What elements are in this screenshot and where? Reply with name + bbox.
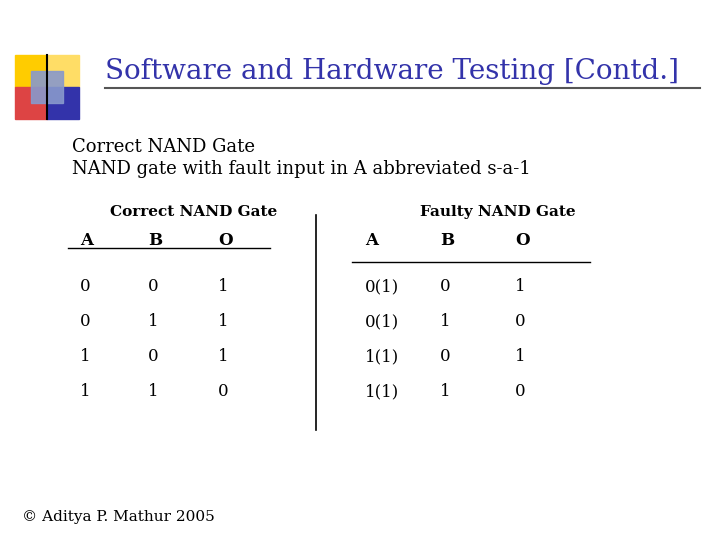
Text: 1(1): 1(1) xyxy=(365,348,400,365)
Text: A: A xyxy=(365,232,378,249)
Text: 0: 0 xyxy=(148,278,158,295)
Text: B: B xyxy=(440,232,454,249)
Text: 1: 1 xyxy=(440,313,451,330)
Text: Correct NAND Gate: Correct NAND Gate xyxy=(110,205,277,219)
Text: 0: 0 xyxy=(440,278,451,295)
Text: 1: 1 xyxy=(440,383,451,400)
Text: Software and Hardware Testing [Contd.]: Software and Hardware Testing [Contd.] xyxy=(105,58,679,85)
Text: 1: 1 xyxy=(80,383,91,400)
Text: 1: 1 xyxy=(218,313,229,330)
Text: 1: 1 xyxy=(148,313,158,330)
Text: B: B xyxy=(148,232,162,249)
Bar xyxy=(15,55,47,87)
Text: 0: 0 xyxy=(515,383,526,400)
Text: Faulty NAND Gate: Faulty NAND Gate xyxy=(420,205,575,219)
Text: 0: 0 xyxy=(80,313,91,330)
Text: Correct NAND Gate: Correct NAND Gate xyxy=(72,138,255,156)
Text: 1: 1 xyxy=(218,348,229,365)
Bar xyxy=(47,87,79,119)
Text: O: O xyxy=(515,232,530,249)
Bar xyxy=(15,87,47,119)
Text: © Aditya P. Mathur 2005: © Aditya P. Mathur 2005 xyxy=(22,510,215,524)
Text: A: A xyxy=(80,232,93,249)
Text: 1(1): 1(1) xyxy=(365,383,400,400)
Text: 0: 0 xyxy=(515,313,526,330)
Text: 0: 0 xyxy=(218,383,229,400)
Text: 0(1): 0(1) xyxy=(365,313,400,330)
Bar xyxy=(31,71,63,103)
Text: 1: 1 xyxy=(80,348,91,365)
Text: 1: 1 xyxy=(515,278,526,295)
Text: NAND gate with fault input in A abbreviated s-a-1: NAND gate with fault input in A abbrevia… xyxy=(72,160,531,178)
Text: 0(1): 0(1) xyxy=(365,278,400,295)
Text: 0: 0 xyxy=(148,348,158,365)
Text: 0: 0 xyxy=(80,278,91,295)
Text: 0: 0 xyxy=(440,348,451,365)
Text: 1: 1 xyxy=(148,383,158,400)
Text: 1: 1 xyxy=(515,348,526,365)
Text: O: O xyxy=(218,232,233,249)
Bar xyxy=(47,55,79,87)
Text: 1: 1 xyxy=(218,278,229,295)
